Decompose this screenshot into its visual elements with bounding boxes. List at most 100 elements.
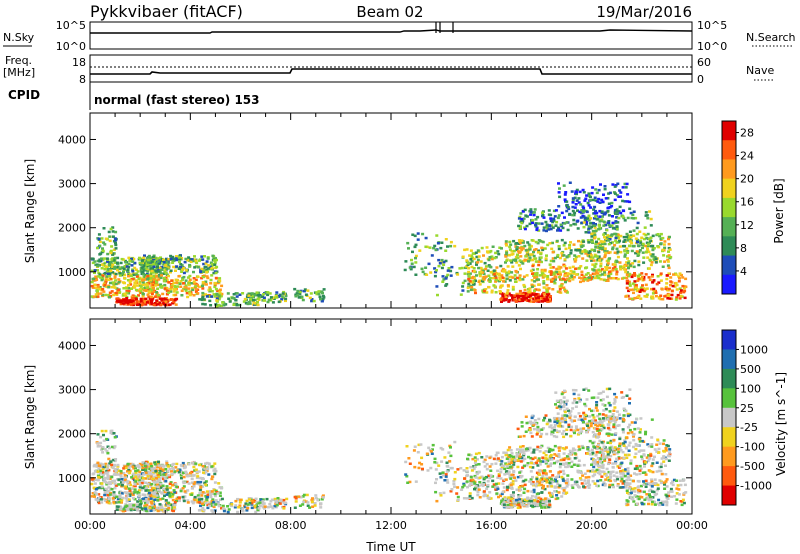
range-cell <box>614 232 618 236</box>
range-cell <box>188 274 192 278</box>
range-cell <box>203 255 206 258</box>
range-cell <box>101 473 105 477</box>
range-cell <box>438 472 442 475</box>
range-cell <box>128 481 132 484</box>
range-cell <box>581 210 585 214</box>
range-cell <box>156 287 160 290</box>
range-cell <box>568 244 572 247</box>
range-cell <box>103 499 107 502</box>
range-cell <box>148 301 152 305</box>
range-cell <box>508 245 512 249</box>
range-cell <box>633 296 637 300</box>
range-cell <box>131 493 135 497</box>
range-cell <box>174 278 178 282</box>
range-cell <box>611 267 615 270</box>
range-cell <box>131 268 135 271</box>
range-cell <box>549 494 552 497</box>
range-cell <box>496 486 499 489</box>
range-cell <box>151 280 155 284</box>
range-cell <box>435 285 439 288</box>
range-cell <box>531 264 535 268</box>
range-cell <box>533 272 536 276</box>
range-cell <box>154 275 158 278</box>
range-cell <box>146 463 150 466</box>
range-cell <box>551 257 555 260</box>
range-cell <box>480 475 484 478</box>
range-cell <box>142 278 146 281</box>
range-cell <box>172 300 176 304</box>
range-cell <box>170 284 174 287</box>
range-cell <box>133 286 137 289</box>
range-cell <box>666 260 670 263</box>
range-cell <box>138 486 142 489</box>
range-cell <box>221 507 225 510</box>
range-cell <box>543 274 547 277</box>
range-cell <box>517 242 521 245</box>
range-cell <box>135 295 139 299</box>
power-scatter <box>90 181 688 308</box>
range-cell <box>114 472 117 476</box>
range-cell <box>663 260 667 263</box>
range-cell <box>314 494 318 497</box>
range-cell <box>482 272 486 276</box>
range-cell <box>296 293 300 297</box>
range-cell <box>520 299 524 303</box>
range-cell <box>170 503 174 507</box>
range-cell <box>246 302 250 306</box>
range-cell <box>632 234 636 237</box>
range-cell <box>93 482 97 485</box>
range-cell <box>173 470 177 473</box>
range-cell <box>197 496 201 499</box>
range-cell <box>114 279 118 282</box>
range-cell <box>548 499 551 503</box>
range-cell <box>443 456 447 459</box>
range-cell <box>515 455 519 458</box>
range-cell <box>631 288 635 291</box>
range-cell <box>633 274 636 277</box>
range-cell <box>541 500 545 503</box>
range-cell <box>490 291 494 294</box>
range-cell <box>598 273 602 277</box>
range-cell <box>102 241 106 244</box>
range-cell <box>530 490 534 493</box>
range-cell <box>461 485 465 489</box>
range-cell <box>518 292 522 295</box>
range-cell <box>127 283 130 287</box>
range-cell <box>114 458 118 461</box>
range-cell <box>433 457 437 461</box>
range-cell <box>172 506 176 509</box>
range-cell <box>509 482 513 485</box>
range-cell <box>516 475 520 479</box>
range-cell <box>112 248 116 251</box>
range-cell <box>582 275 586 278</box>
range-cell <box>593 217 596 220</box>
range-cell <box>453 440 457 444</box>
range-cell <box>528 246 532 249</box>
range-cell <box>168 486 172 490</box>
range-cell <box>132 302 136 305</box>
range-cell <box>663 246 667 250</box>
range-cell <box>132 284 136 287</box>
range-cell <box>622 216 626 220</box>
range-cell <box>505 470 509 473</box>
range-cell <box>483 476 487 480</box>
range-cell <box>652 289 656 293</box>
range-cell <box>543 298 547 302</box>
range-cell <box>592 222 595 225</box>
range-cell <box>178 499 181 503</box>
range-cell <box>546 503 550 507</box>
range-cell <box>523 288 527 292</box>
range-cell <box>145 267 149 270</box>
range-cell <box>681 284 685 288</box>
range-cell <box>147 254 151 258</box>
range-cell <box>226 505 230 508</box>
range-cell <box>138 481 142 484</box>
range-cell <box>548 299 552 303</box>
range-cell <box>462 469 466 472</box>
range-cell <box>569 224 573 227</box>
range-cell <box>605 228 609 232</box>
range-cell <box>518 246 522 250</box>
range-cell <box>642 289 646 293</box>
range-cell <box>613 265 617 269</box>
